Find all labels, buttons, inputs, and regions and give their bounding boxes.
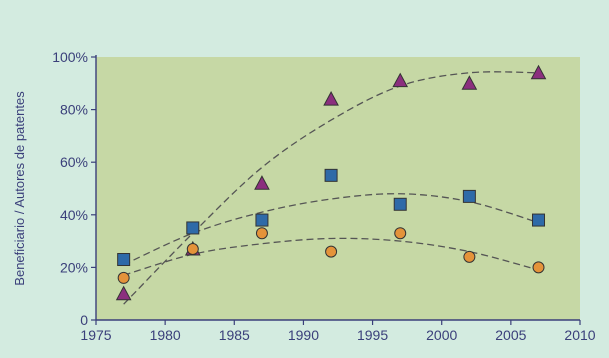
y-tick-label: 80% <box>60 102 88 118</box>
circle-marker <box>325 245 338 258</box>
x-tick-label: 1985 <box>219 327 250 343</box>
x-tick-label: 2010 <box>564 327 595 343</box>
square-marker <box>393 197 407 211</box>
square-marker <box>462 189 476 203</box>
y-tick-label: 40% <box>60 207 88 223</box>
y-tick-label: 60% <box>60 154 88 170</box>
x-tick-label: 2005 <box>495 327 526 343</box>
circle-marker <box>463 250 476 263</box>
plot-area <box>96 57 580 320</box>
square-marker <box>324 168 338 182</box>
square-marker <box>532 213 546 227</box>
y-tick-label: 100% <box>52 49 88 65</box>
circle-marker <box>532 261 545 274</box>
triangle-marker <box>530 64 547 80</box>
y-tick-label: 0 <box>80 312 88 328</box>
square-marker <box>117 253 131 267</box>
circle-marker <box>255 227 268 240</box>
square-marker <box>255 213 269 227</box>
triangle-marker <box>461 75 478 90</box>
triangle-marker <box>115 285 132 301</box>
triangle-marker <box>323 91 339 106</box>
triangle-marker <box>254 175 270 190</box>
square-marker <box>186 221 200 235</box>
data-markers <box>115 64 547 301</box>
axes: 0 20% 40% 60% 80% 100% 1975 1980 1985 1990 1995 200… <box>52 49 596 343</box>
circle-marker <box>117 271 130 284</box>
x-tick-label: 1990 <box>288 327 319 343</box>
x-tick-label: 1975 <box>80 327 111 343</box>
y-axis-label: Beneficiario / Autores de patentes <box>12 91 27 286</box>
x-tick-label: 2000 <box>426 327 457 343</box>
circle-marker <box>186 242 199 255</box>
x-tick-label: 1995 <box>357 327 388 343</box>
circle-marker <box>394 227 407 240</box>
triangle-marker <box>392 72 409 88</box>
y-tick-label: 20% <box>60 259 88 275</box>
x-tick-label: 1980 <box>150 327 181 343</box>
